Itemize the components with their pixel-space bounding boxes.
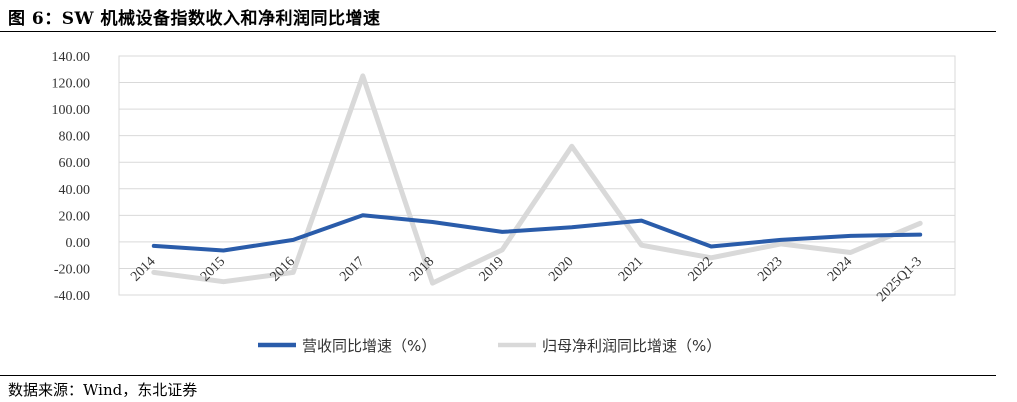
x-tick-label: 2017 (337, 254, 367, 284)
x-tick-label: 2014 (128, 254, 158, 284)
series-line-1 (151, 73, 923, 286)
y-tick-label: 80.00 (59, 130, 91, 145)
y-tick-label: 140.00 (52, 50, 91, 65)
x-tick-label: 2021 (616, 254, 646, 284)
y-tick-label: 120.00 (52, 77, 91, 92)
y-tick-label: 0.00 (66, 236, 91, 251)
plot-area-border (118, 55, 956, 296)
y-tick-label: 100.00 (52, 103, 91, 118)
y-tick-label: -20.00 (54, 262, 90, 277)
source-note: 数据来源：Wind，东北证券 (8, 381, 198, 399)
source-rule (0, 375, 996, 376)
y-tick-label: -40.00 (54, 289, 90, 304)
x-axis-ticks: 2014 2015 2016 2017 2018 2019 2020 2021 2022 2023… (128, 254, 925, 305)
y-tick-label: 60.00 (59, 156, 91, 171)
y-tick-label: 40.00 (59, 183, 91, 198)
series-line-0 (151, 213, 923, 253)
x-tick-label: 2024 (825, 254, 855, 284)
y-axis-ticks: 140.00 120.00 100.00 80.00 60.00 40.00 20.00 0.… (52, 50, 91, 304)
legend: 营收同比增速（%） 归母净利润同比增速（%） (258, 337, 721, 355)
figure-title: 图 6：SW 机械设备指数收入和净利润同比增速 (8, 9, 381, 29)
legend-label: 归母净利润同比增速（%） (542, 337, 721, 355)
title-rule (0, 31, 996, 32)
y-tick-label: 20.00 (59, 209, 91, 224)
x-tick-label: 2023 (755, 254, 785, 284)
x-tick-label: 2020 (546, 254, 576, 284)
grid-lines (118, 55, 956, 296)
series-lines (151, 73, 923, 286)
line-chart: 140.00 120.00 100.00 80.00 60.00 40.00 20.00 0.… (52, 50, 956, 355)
legend-label: 营收同比增速（%） (302, 337, 436, 355)
x-tick-label: 2025Q1-3 (874, 254, 925, 305)
